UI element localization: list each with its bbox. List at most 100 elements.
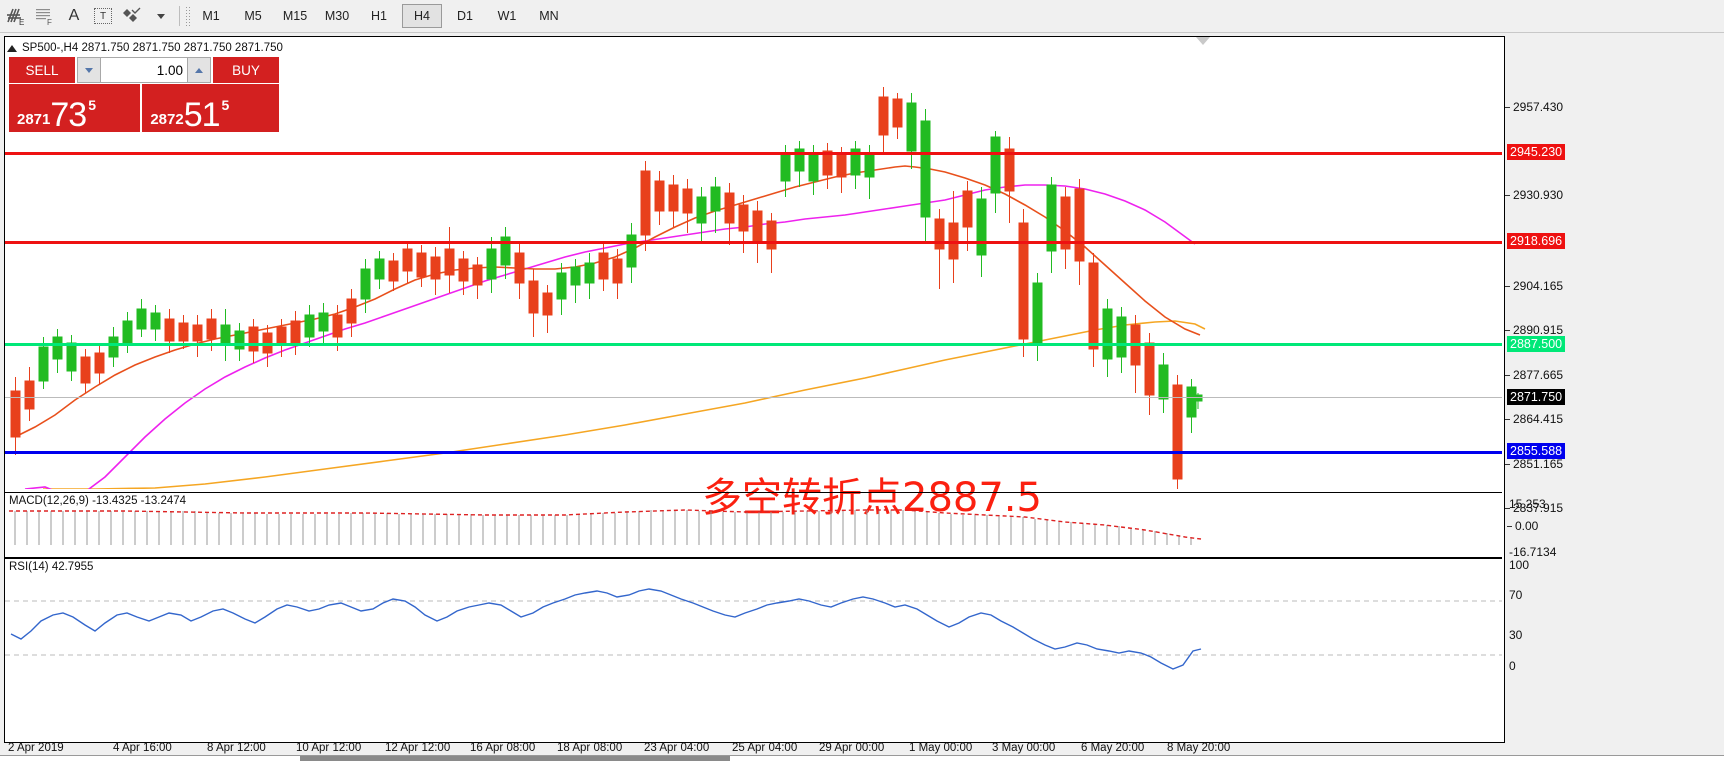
macd-histogram xyxy=(14,510,1192,545)
support-line-2855 xyxy=(5,451,1502,454)
time-axis[interactable]: 2 Apr 2019 4 Apr 16:00 8 Apr 12:00 10 Ap… xyxy=(4,742,1503,757)
price-pane: 多空转折点2887.5 xyxy=(5,37,1502,521)
sell-price-prefix: 2871 xyxy=(17,111,51,128)
chart-canvas[interactable]: 多空转折点2887.5 xyxy=(4,36,1505,743)
current-price-label: 2871.750 xyxy=(1507,389,1566,405)
trade-panel-prices-row: 2871 73 5 2872 51 5 xyxy=(9,84,279,132)
text-object-icon[interactable]: T xyxy=(90,4,116,28)
rsi-svg xyxy=(5,588,1502,670)
tab-timeframe-m5[interactable]: M5 xyxy=(244,9,262,23)
candlestick-series xyxy=(10,87,1203,489)
tab-timeframe-m1[interactable]: M1 xyxy=(202,9,220,23)
time-tick: 8 May 20:00 xyxy=(1167,742,1231,754)
price-axis[interactable]: 2957.430 2930.930 2904.165 2890.915 2877… xyxy=(1505,36,1724,741)
tab-timeframe-mn[interactable]: MN xyxy=(539,9,559,23)
price-tick: 2864.415 xyxy=(1505,412,1563,426)
rsi-indicator-label: RSI(14) 42.7955 xyxy=(9,561,94,573)
tab-timeframe-m15[interactable]: M15 xyxy=(282,9,308,23)
resistance-line-2918 xyxy=(5,241,1502,244)
macd-axis-tick: -16.7134 xyxy=(1509,545,1557,559)
rsi-pane: RSI(14) 42.7955 xyxy=(5,558,1502,719)
time-tick: 16 Apr 08:00 xyxy=(470,742,536,754)
resistance-line-2945 xyxy=(5,152,1502,155)
ma-fast-line xyxy=(14,165,1201,438)
time-tick: 18 Apr 08:00 xyxy=(557,742,623,754)
volume-stepper[interactable]: 1.00 xyxy=(77,57,211,83)
buy-price-display[interactable]: 2872 51 5 xyxy=(142,84,279,132)
macd-axis-tick: 0.00 xyxy=(1507,519,1538,533)
time-tick: 25 Apr 04:00 xyxy=(732,742,798,754)
volume-input[interactable]: 1.00 xyxy=(101,57,187,83)
chart-top-marker[interactable] xyxy=(1196,37,1210,45)
time-tick: 3 May 00:00 xyxy=(992,742,1056,754)
buy-price-fraction: 5 xyxy=(221,97,230,113)
time-tick: 4 Apr 16:00 xyxy=(113,742,172,754)
price-tick: 2930.930 xyxy=(1505,188,1563,202)
price-tick: 2957.430 xyxy=(1505,100,1563,114)
tab-timeframe-h4[interactable]: H4 xyxy=(402,4,442,28)
tab-timeframe-w1[interactable]: W1 xyxy=(497,9,517,23)
buy-button[interactable]: BUY xyxy=(211,57,279,83)
macd-svg xyxy=(9,509,1202,545)
collapse-triangle-icon[interactable] xyxy=(7,44,17,52)
resistance-level-label: 2945.230 xyxy=(1507,144,1566,160)
rsi-axis-tick: 30 xyxy=(1509,628,1523,642)
tab-timeframe-d1[interactable]: D1 xyxy=(457,9,473,23)
macd-indicator-label: MACD(12,26,9) -13.4325 -13.2474 xyxy=(9,495,187,507)
svg-text:F: F xyxy=(47,18,52,26)
time-tick: 29 Apr 00:00 xyxy=(819,742,885,754)
svg-text:E: E xyxy=(19,18,24,26)
macd-signal-line xyxy=(9,509,1202,540)
sell-price-display[interactable]: 2871 73 5 xyxy=(9,84,141,132)
sell-button[interactable]: SELL xyxy=(9,57,77,83)
macd-axis-tick: 15.253 xyxy=(1509,497,1546,511)
time-tick: 8 Apr 12:00 xyxy=(207,742,266,754)
expert-advisors-icon[interactable]: E xyxy=(3,4,29,28)
rsi-axis-tick: 0 xyxy=(1509,659,1516,673)
time-tick: 23 Apr 04:00 xyxy=(644,742,710,754)
volume-increase-button[interactable] xyxy=(187,57,211,83)
sell-price-main: 73 xyxy=(50,95,87,132)
scrollbar-thumb[interactable] xyxy=(300,756,730,761)
symbol-ohlc-text: SP500-,H4 2871.750 2871.750 2871.750 287… xyxy=(22,42,283,54)
chart-toolbar: E F A T M1 M5 M15 M30 xyxy=(0,0,1724,33)
toolbar-grip[interactable] xyxy=(185,6,190,26)
horizontal-scrollbar[interactable] xyxy=(0,755,1724,762)
tab-timeframe-h1[interactable]: H1 xyxy=(371,9,387,23)
rsi-axis-tick: 70 xyxy=(1509,588,1523,602)
price-tick: 2851.165 xyxy=(1505,457,1563,471)
symbol-info-bar: SP500-,H4 2871.750 2871.750 2871.750 287… xyxy=(7,41,283,55)
price-tick: 2904.165 xyxy=(1505,279,1563,293)
buy-price-prefix: 2872 xyxy=(150,111,184,128)
text-label-icon[interactable]: A xyxy=(68,7,80,24)
time-tick: 6 May 20:00 xyxy=(1081,742,1145,754)
pivot-line-2887 xyxy=(5,343,1502,346)
resistance-level-label: 2918.696 xyxy=(1507,233,1566,249)
trade-panel-controls-row: SELL 1.00 BUY xyxy=(9,57,279,83)
volume-decrease-button[interactable] xyxy=(77,57,101,83)
price-tick: 2877.665 xyxy=(1505,368,1563,382)
price-tick: 2890.915 xyxy=(1505,323,1563,337)
time-tick: 12 Apr 12:00 xyxy=(385,742,451,754)
rsi-axis-tick: 100 xyxy=(1509,558,1530,572)
rsi-line xyxy=(10,588,1202,670)
macd-pane: MACD(12,26,9) -13.4325 -13.2474 xyxy=(5,492,1502,558)
support-level-label: 2855.588 xyxy=(1507,443,1566,459)
time-tick: 2 Apr 2019 xyxy=(8,742,64,754)
time-tick: 1 May 00:00 xyxy=(909,742,973,754)
objects-dropdown-icon[interactable] xyxy=(148,4,174,28)
buy-price-main: 51 xyxy=(183,95,221,132)
current-price-line xyxy=(5,397,1502,398)
one-click-trading-panel[interactable]: SELL 1.00 BUY 2871 73 5 2872 51 5 xyxy=(9,57,279,133)
time-tick: 10 Apr 12:00 xyxy=(296,742,362,754)
toolbar-divider xyxy=(179,6,180,26)
objects-icon[interactable] xyxy=(119,4,145,28)
sell-price-fraction: 5 xyxy=(88,97,96,113)
pivot-level-label: 2887.500 xyxy=(1507,336,1566,352)
indicators-list-icon[interactable]: F xyxy=(32,4,58,28)
price-tick: 2837.915 xyxy=(1505,501,1563,515)
tab-timeframe-m30[interactable]: M30 xyxy=(324,9,350,23)
candlestick-svg xyxy=(10,87,1206,489)
ma-slow-line xyxy=(43,320,1206,489)
